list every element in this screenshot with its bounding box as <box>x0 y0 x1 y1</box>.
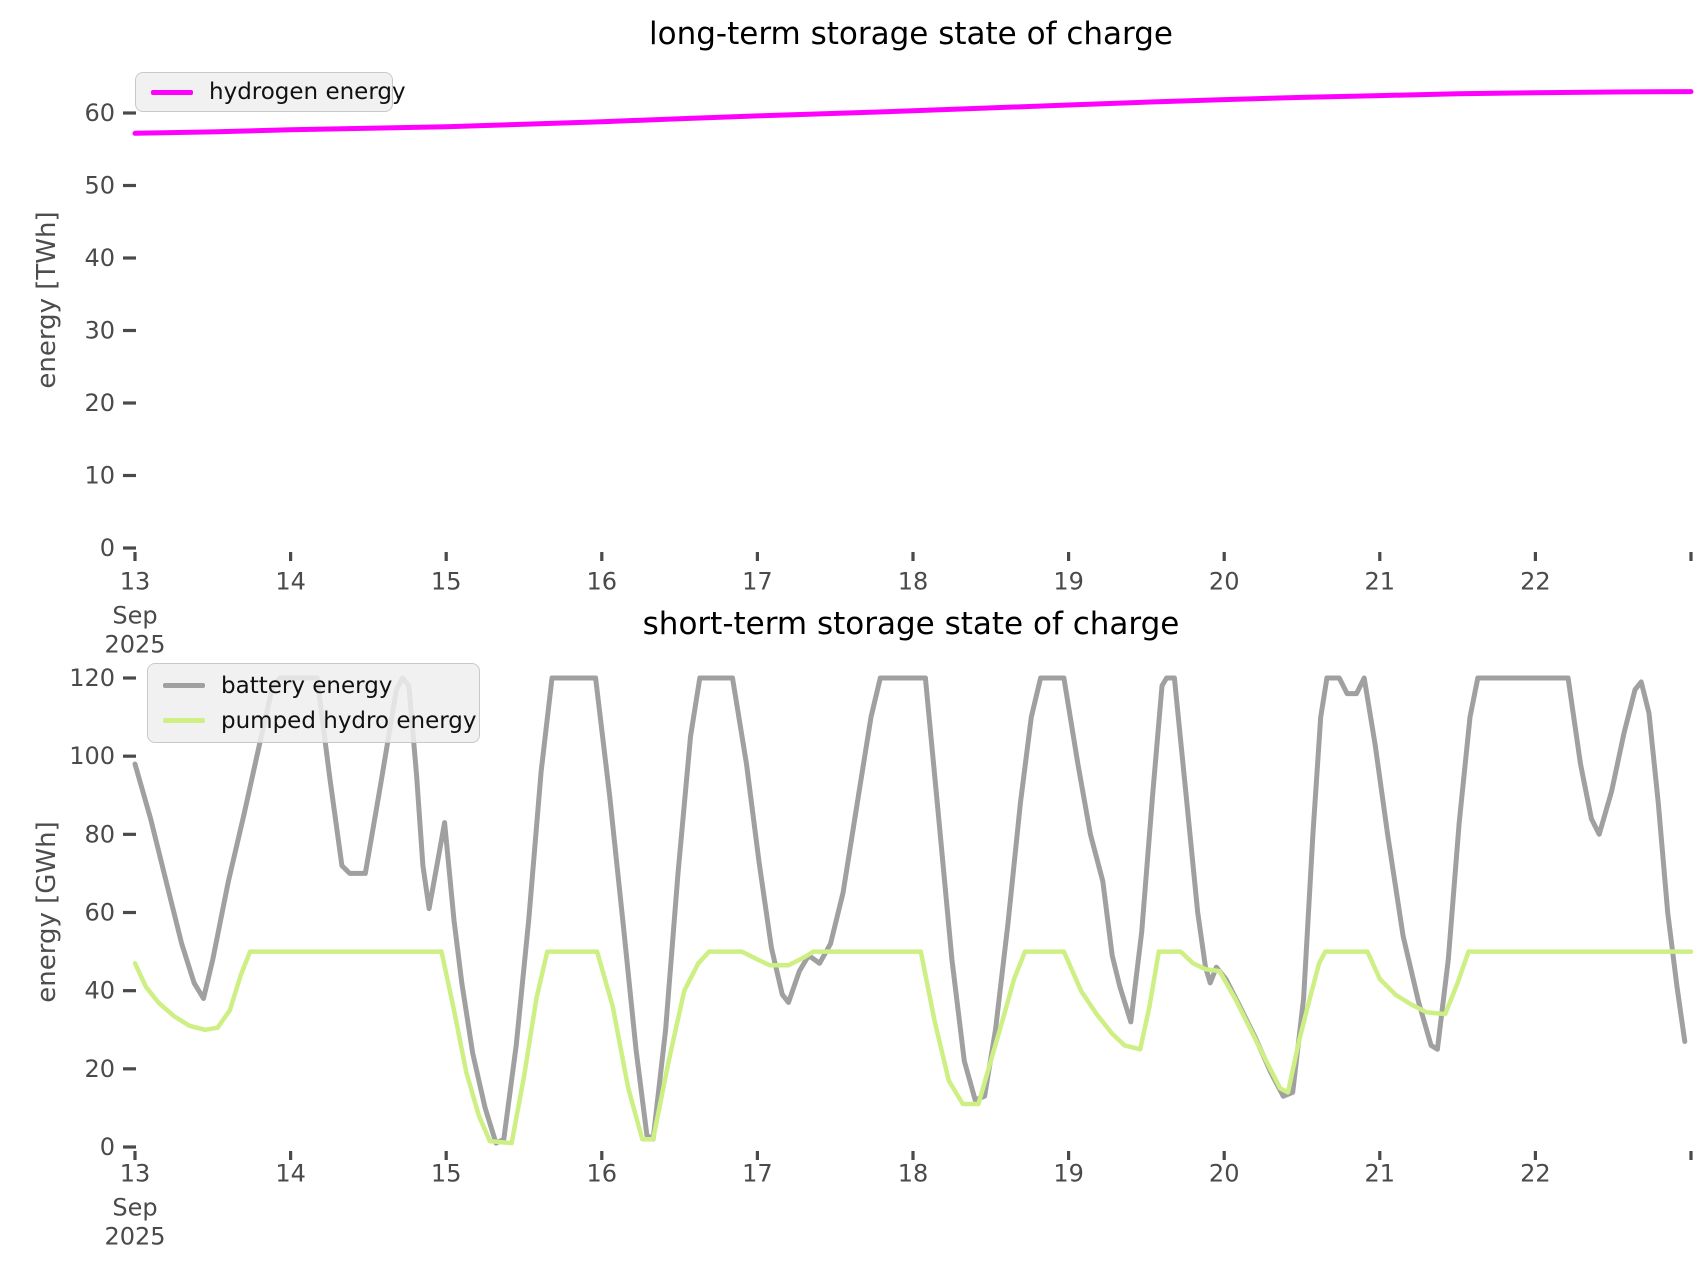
x-axis-month-label: Sep <box>112 602 157 630</box>
x-tick-label: 20 <box>1209 568 1240 596</box>
y-tick-label: 10 <box>84 462 115 490</box>
x-tick-label: 21 <box>1365 568 1396 596</box>
x-tick-label: 17 <box>742 568 773 596</box>
y-tick-label: 80 <box>84 820 115 848</box>
long-term-legend: hydrogen energy <box>135 72 406 112</box>
x-tick-label: 18 <box>898 568 929 596</box>
legend-item-pumped-hydro-energy: pumped hydro energy <box>163 708 477 734</box>
pumped-hydro-line-swatch <box>163 718 205 723</box>
x-tick-label: 22 <box>1520 568 1551 596</box>
y-tick-label: 30 <box>84 317 115 345</box>
y-tick-label: 120 <box>69 664 115 692</box>
x-tick-label: 13 <box>120 1160 151 1188</box>
y-tick-label: 0 <box>100 1133 115 1161</box>
y-tick-label: 50 <box>84 172 115 200</box>
y-tick-label: 0 <box>100 534 115 562</box>
x-axis-year-label: 2025 <box>104 631 165 659</box>
legend-item-hydrogen-energy: hydrogen energy <box>151 79 406 105</box>
legend-item-battery-energy: battery energy <box>163 673 464 699</box>
legend-label-hydrogen-energy: hydrogen energy <box>209 79 406 105</box>
battery-energy-line <box>132 675 1688 1146</box>
x-axis-month-label: Sep <box>112 1194 157 1222</box>
x-tick-label: 13 <box>120 568 151 596</box>
y-tick-label: 100 <box>69 742 115 770</box>
x-tick-label: 22 <box>1520 1160 1551 1188</box>
x-tick-label: 18 <box>898 1160 929 1188</box>
x-tick-label: 19 <box>1053 1160 1084 1188</box>
pumped-hydro-energy-line <box>132 949 1694 1146</box>
hydrogen-line-swatch <box>151 89 193 95</box>
x-tick-label: 15 <box>431 1160 462 1188</box>
legend-label-pumped-hydro-energy: pumped hydro energy <box>221 707 477 734</box>
long-term-chart-title: long-term storage state of charge <box>649 16 1173 52</box>
legend-label-battery-energy: battery energy <box>221 672 393 699</box>
hydrogen-energy-line <box>132 89 1694 136</box>
y-tick-label: 60 <box>84 99 115 127</box>
y-tick-label: 20 <box>84 1055 115 1083</box>
short-term-legend: battery energy pumped hydro energy <box>147 663 480 743</box>
x-tick-label: 14 <box>275 568 306 596</box>
y-tick-label: 40 <box>84 977 115 1005</box>
short-term-y-axis-label: energy [GWh] <box>32 821 62 1003</box>
x-tick-label: 16 <box>587 1160 618 1188</box>
x-tick-label: 15 <box>431 568 462 596</box>
x-tick-label: 19 <box>1053 568 1084 596</box>
y-tick-label: 60 <box>84 899 115 927</box>
x-tick-label: 16 <box>587 568 618 596</box>
y-tick-label: 40 <box>84 244 115 272</box>
short-term-chart-title: short-term storage state of charge <box>642 606 1180 642</box>
x-axis-year-label: 2025 <box>104 1223 165 1251</box>
x-tick-label: 20 <box>1209 1160 1240 1188</box>
long-term-y-axis-label: energy [TWh] <box>32 211 62 389</box>
x-tick-label: 17 <box>742 1160 773 1188</box>
x-tick-label: 14 <box>275 1160 306 1188</box>
y-tick-label: 20 <box>84 389 115 417</box>
x-tick-label: 21 <box>1365 1160 1396 1188</box>
battery-line-swatch <box>163 683 205 688</box>
